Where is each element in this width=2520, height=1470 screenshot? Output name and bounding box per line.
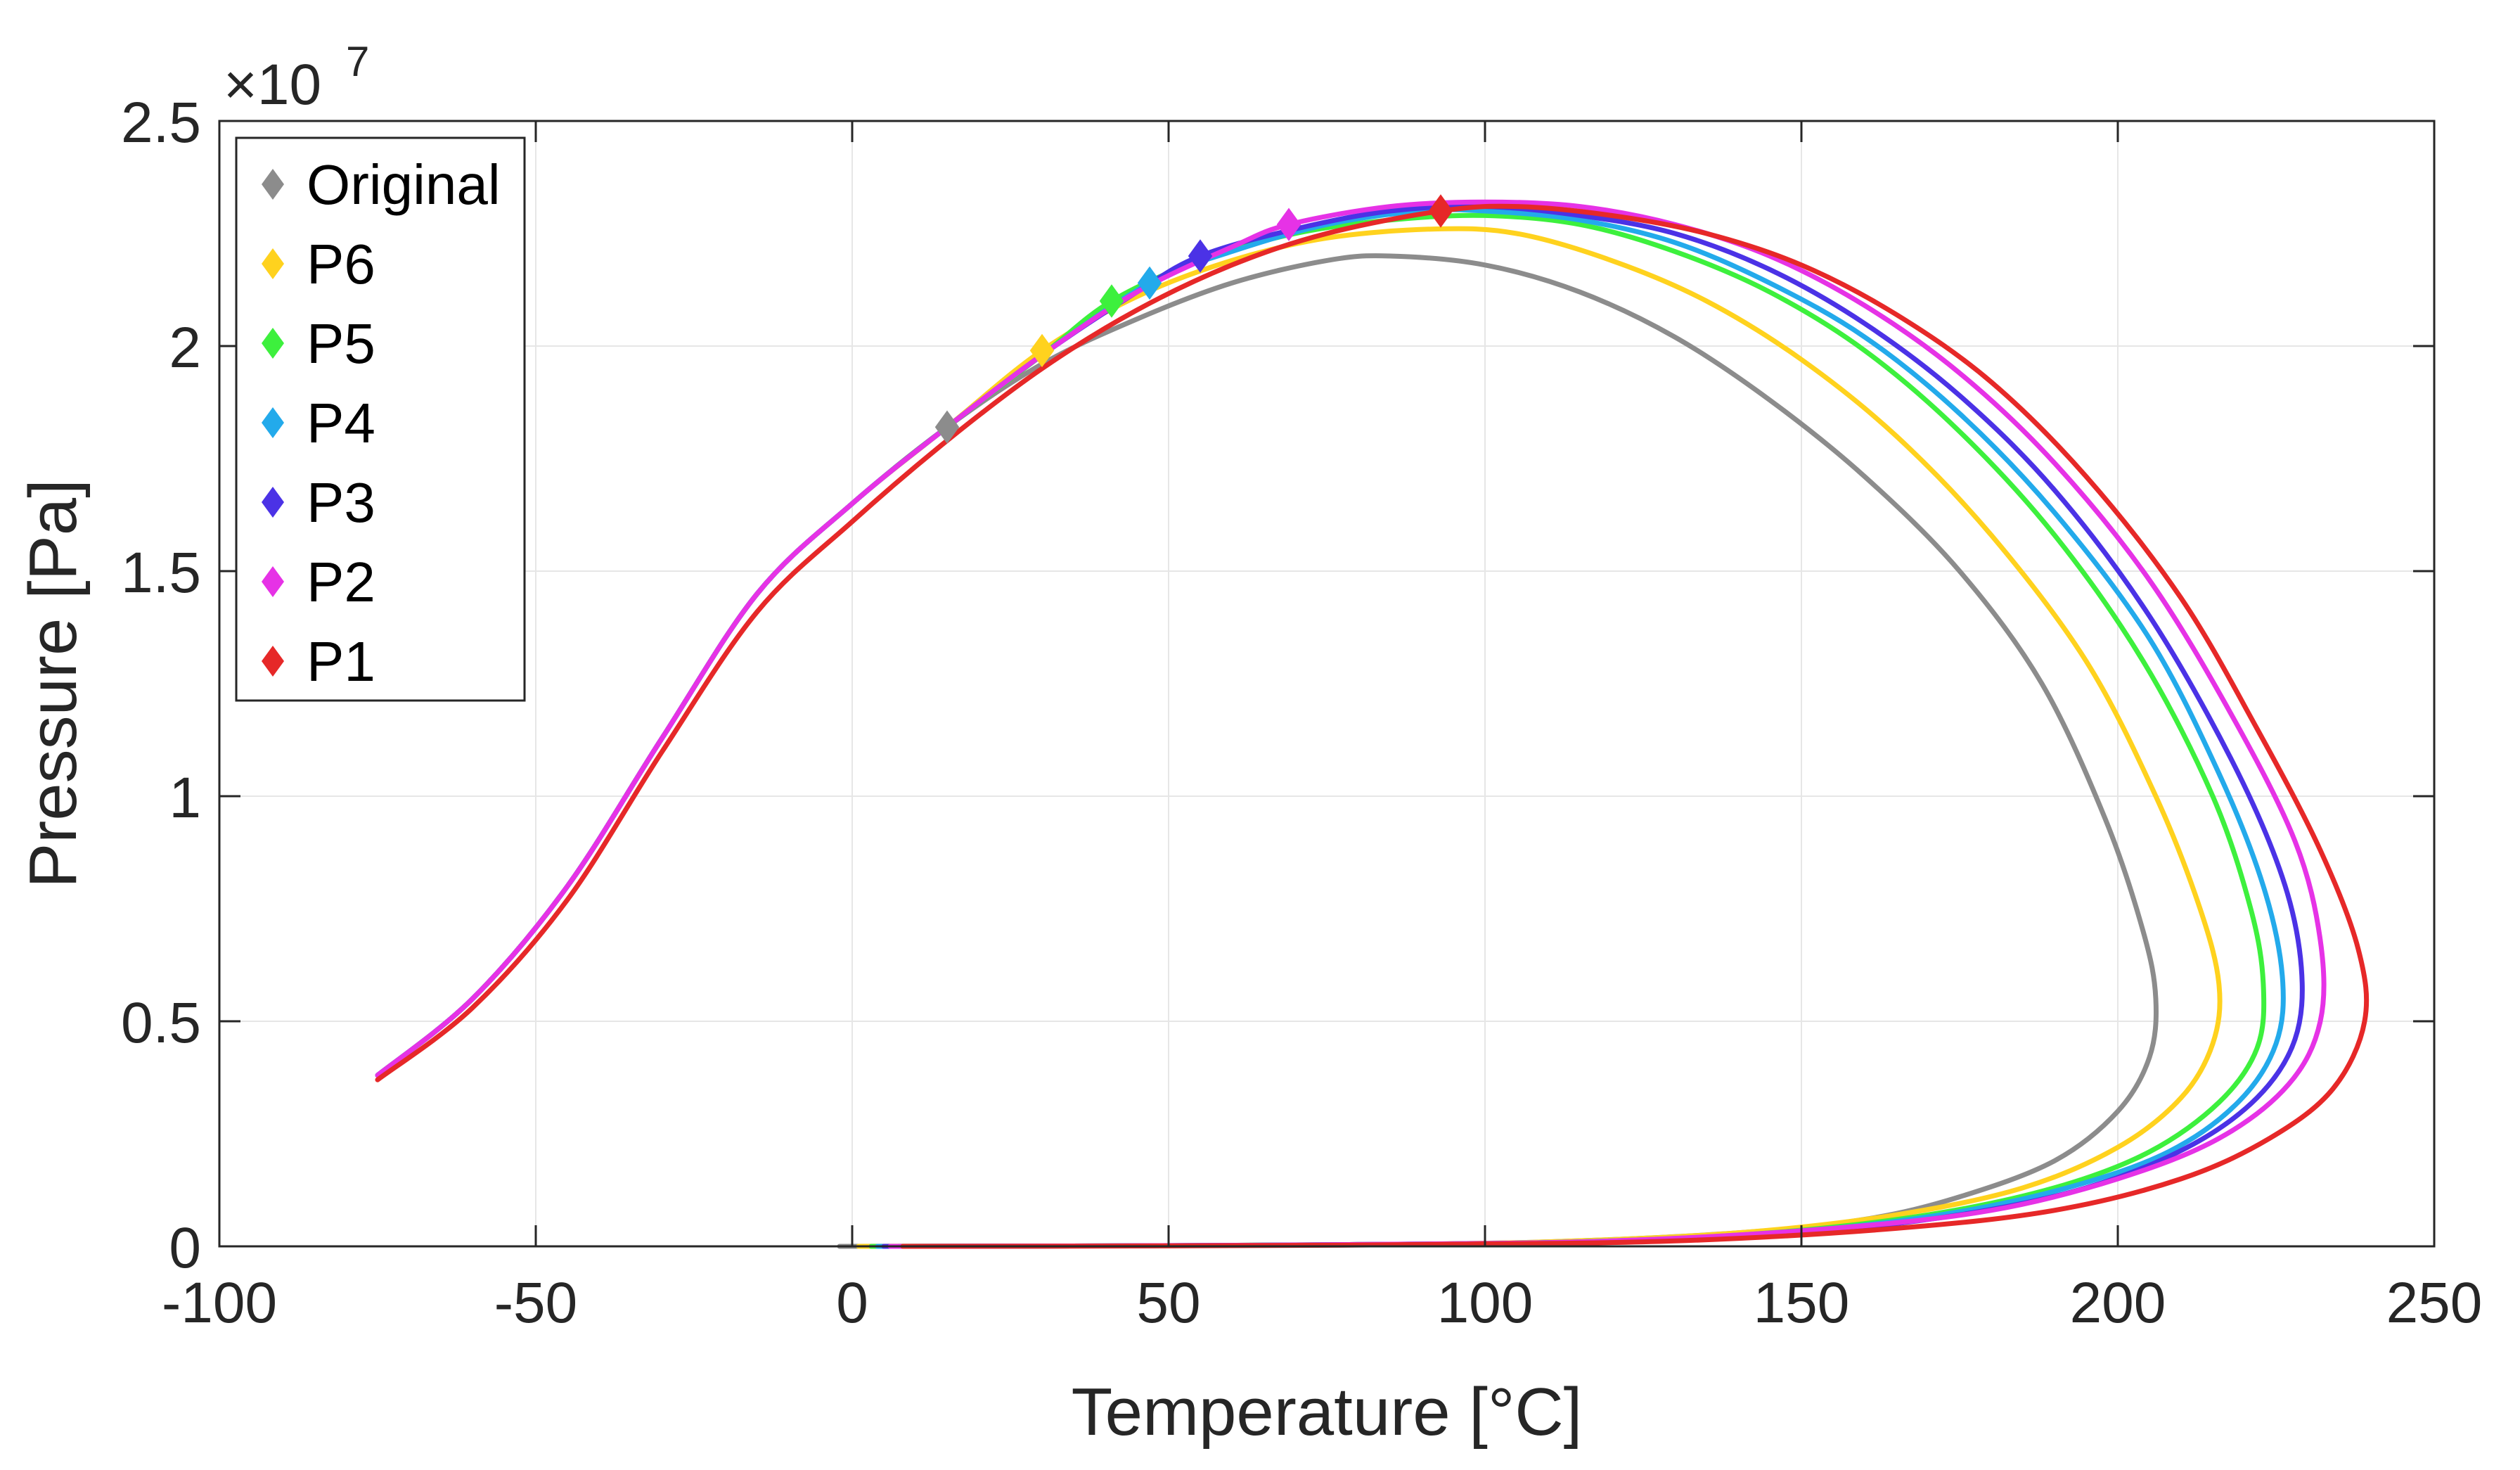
legend-label-p4: P4 (307, 392, 375, 454)
legend-marker-p2 (262, 566, 284, 597)
legend: Original P6 P5 P4 P3 P2 P1 (235, 136, 526, 702)
legend-marker-p5 (262, 328, 284, 359)
legend-marker-original (262, 169, 284, 200)
plot-area (219, 121, 2434, 1246)
x-tick-label: 200 (2070, 1271, 2166, 1335)
legend-label-p2: P2 (307, 551, 375, 613)
x-tick-label: 100 (1437, 1271, 1534, 1335)
y-tick-label: 2.5 (121, 91, 201, 155)
y-tick-label: 0.5 (121, 991, 201, 1055)
legend-label-p3: P3 (307, 471, 375, 534)
legend-marker-p6 (262, 248, 284, 279)
critical-point-marker-original (934, 410, 960, 444)
legend-marker-p4 (262, 407, 284, 438)
x-tick-label: -100 (162, 1271, 277, 1335)
critical-point-marker-p2 (1276, 207, 1301, 241)
plot-frame (218, 120, 2436, 1248)
legend-label-original: Original (307, 153, 501, 216)
legend-label-p1: P1 (307, 630, 375, 693)
y-exponent-base: ×10 (224, 53, 321, 117)
y-exponent-power: 7 (346, 38, 369, 85)
x-tick-label: 50 (1136, 1271, 1200, 1335)
series-markers (934, 194, 1453, 444)
series-line-p1 (375, 203, 2370, 1249)
y-tick-label: 1 (169, 766, 201, 830)
legend-box (235, 136, 526, 702)
y-tick-label: 2 (169, 316, 201, 380)
x-tick-label: 150 (1754, 1271, 1850, 1335)
legend-label-p6: P6 (307, 233, 375, 295)
x-tick-label: -50 (494, 1271, 578, 1335)
critical-point-marker-p4 (1137, 266, 1162, 300)
y-tick-label: 0 (169, 1216, 201, 1280)
x-tick-label: 250 (2386, 1271, 2483, 1335)
critical-point-marker-p3 (1188, 239, 1213, 273)
critical-point-marker-p6 (1029, 333, 1055, 368)
legend-marker-p3 (262, 487, 284, 518)
critical-point-marker-p5 (1099, 284, 1124, 318)
x-axis-label: Temperature [°C] (1072, 1374, 1583, 1450)
x-tick-label: 0 (836, 1271, 868, 1335)
y-tick-label: 1.5 (121, 541, 201, 605)
axis-ticks: -100 -50 0 50 100 150 200 250 0 0.5 1 1.5 2 2.5 (121, 91, 2482, 1335)
critical-point-marker-p1 (1428, 194, 1453, 228)
legend-marker-p1 (262, 646, 284, 677)
series-lines (375, 199, 2370, 1249)
series-line-p2 (375, 199, 2327, 1249)
y-axis-label: Pressure [Pa] (15, 479, 91, 888)
legend-label-p5: P5 (307, 312, 375, 375)
